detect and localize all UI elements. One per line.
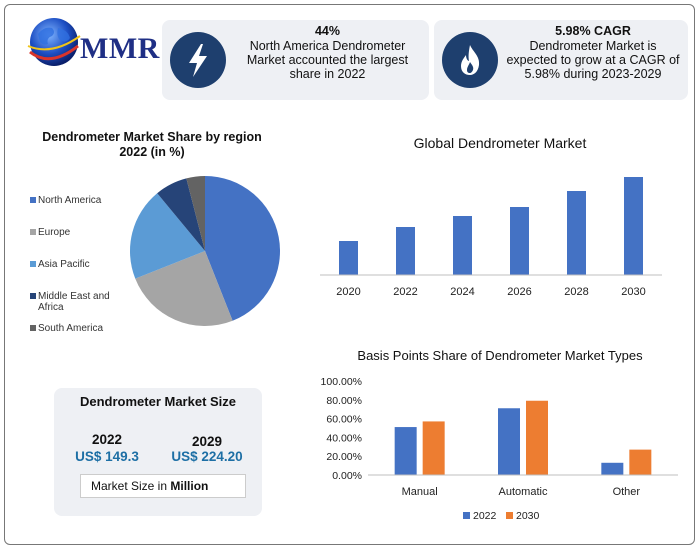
market-size-value-start: US$ 149.3: [75, 449, 139, 464]
bar-2030: [624, 177, 643, 275]
y-tick-label: 0.00%: [332, 470, 362, 482]
y-tick-label: 100.00%: [321, 376, 362, 388]
x-tick-label: 2022: [393, 286, 417, 298]
legend-item-south-america: South America: [30, 323, 150, 334]
market-size-title: Dendrometer Market Size: [79, 394, 237, 409]
legend-label: Europe: [38, 227, 71, 238]
bar-2024: [453, 216, 472, 275]
bar-automatic-2022: [498, 408, 520, 475]
pie-chart: [130, 176, 281, 326]
stat-card-cagr: 5.98% CAGR Dendrometer Market is expecte…: [434, 20, 688, 100]
legend-item-europe: Europe: [30, 227, 150, 238]
x-tick-label: Other: [613, 486, 641, 498]
legend-label-2022: 2022: [473, 510, 497, 522]
pie-slice-middle-east-and-africa: [157, 178, 205, 251]
y-tick-label: 20.00%: [326, 451, 362, 463]
pie-slice-europe: [135, 251, 233, 326]
market-size-unit: Market Size in Million: [80, 474, 246, 498]
x-tick-label: 2030: [621, 286, 645, 298]
unit-prefix: Market Size in: [91, 479, 171, 493]
globe-icon: [27, 18, 81, 66]
legend-swatch-2022: [463, 512, 470, 519]
market-types-chart-title: Basis Points Share of Dendrometer Market…: [357, 348, 643, 363]
bar-2020: [339, 241, 358, 275]
legend-item-middle-east-and-africa: Middle East and Africa: [30, 291, 120, 313]
legend-swatch: [30, 261, 36, 267]
pie-slice-asia-pacific: [130, 193, 205, 279]
stat-text: 44% North America Dendrometer Market acc…: [232, 24, 423, 81]
market-size-year-start: 2022: [91, 432, 123, 447]
bar-2022: [396, 227, 415, 275]
market-types-bar-chart: 0.00% 20.00% 40.00% 60.00% 80.00% 100.00% Manu…: [321, 376, 678, 522]
bar-other-2030: [629, 449, 652, 475]
market-size-year-end: 2029: [191, 434, 223, 449]
logo-text: MMR: [80, 32, 160, 65]
global-market-chart-title: Global Dendrometer Market: [413, 135, 587, 151]
y-tick-label: 60.00%: [326, 414, 362, 426]
bar-2028: [567, 191, 586, 275]
legend-item-asia-pacific: Asia Pacific: [30, 259, 150, 270]
legend-swatch-2030: [506, 512, 513, 519]
pie-slice-north-america: [205, 176, 281, 321]
bar-manual-2030: [422, 421, 445, 475]
market-size-card: Dendrometer Market Size 2022 US$ 149.3 2…: [54, 388, 262, 516]
legend-label: South America: [38, 323, 104, 334]
stat-badge: [170, 32, 226, 88]
y-tick-label: 80.00%: [326, 395, 362, 407]
x-tick-label: Automatic: [499, 486, 548, 498]
legend-swatch: [30, 229, 36, 235]
stat-text: 5.98% CAGR Dendrometer Market is expecte…: [504, 24, 682, 81]
global-market-bar-chart: 2020 2022 2024 2026 2028 2030: [320, 177, 662, 298]
legend-swatch: [30, 325, 36, 331]
pie-slice-south-america: [186, 176, 205, 251]
mmr-logo: MMR: [20, 10, 159, 80]
flame-icon: [461, 45, 480, 75]
stat-description: Dendrometer Market is expected to grow a…: [506, 39, 680, 81]
legend-label-2030: 2030: [516, 510, 540, 522]
unit-bold: Million: [170, 479, 209, 493]
x-tick-label: 2024: [450, 286, 474, 298]
legend-label: Asia Pacific: [38, 259, 90, 270]
x-tick-label: 2020: [336, 286, 360, 298]
stat-card-north-america: 44% North America Dendrometer Market acc…: [162, 20, 429, 100]
bar-manual-2022: [394, 427, 417, 475]
pie-chart-title: Dendrometer Market Share by region 2022 …: [42, 130, 262, 159]
legend-label: Middle East and Africa: [38, 291, 110, 313]
stat-description: North America Dendrometer Market account…: [246, 39, 409, 81]
legend-label: North America: [38, 195, 102, 206]
y-tick-label: 40.00%: [326, 432, 362, 444]
bar-automatic-2030: [526, 400, 548, 475]
bar-2026: [510, 207, 529, 275]
legend-swatch: [30, 293, 36, 299]
legend-item-north-america: North America: [30, 195, 150, 206]
lightning-bolt-icon: [189, 44, 207, 77]
market-size-value-end: US$ 224.20: [171, 449, 243, 464]
x-tick-label: Manual: [402, 486, 438, 498]
x-tick-label: 2028: [564, 286, 588, 298]
stat-badge: [442, 32, 498, 88]
bar-other-2022: [601, 462, 624, 475]
legend-swatch: [30, 197, 36, 203]
x-tick-label: 2026: [507, 286, 531, 298]
stat-value: 44%: [314, 24, 341, 38]
stat-value: 5.98% CAGR: [555, 24, 631, 38]
